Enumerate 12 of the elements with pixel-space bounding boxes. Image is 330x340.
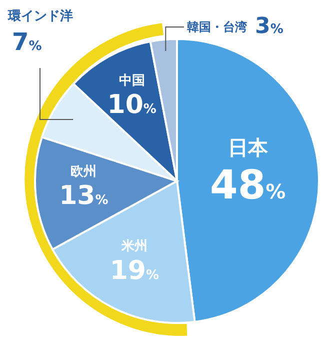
slice-label: 米州: [120, 239, 148, 254]
slice-label: 中国: [118, 74, 145, 89]
slice-label: 環インド洋: [7, 9, 73, 24]
data-label: 19%: [110, 256, 160, 286]
data-label: 7%: [12, 28, 42, 56]
data-label: 3%: [255, 14, 284, 39]
data-label: 10%: [107, 90, 156, 120]
slice-label: 欧州: [70, 164, 97, 180]
slice-label: 韓国・台湾: [187, 20, 247, 34]
data-label: 48%: [210, 162, 286, 209]
slice-label: 日本: [228, 136, 269, 160]
data-label: 13%: [59, 181, 108, 212]
